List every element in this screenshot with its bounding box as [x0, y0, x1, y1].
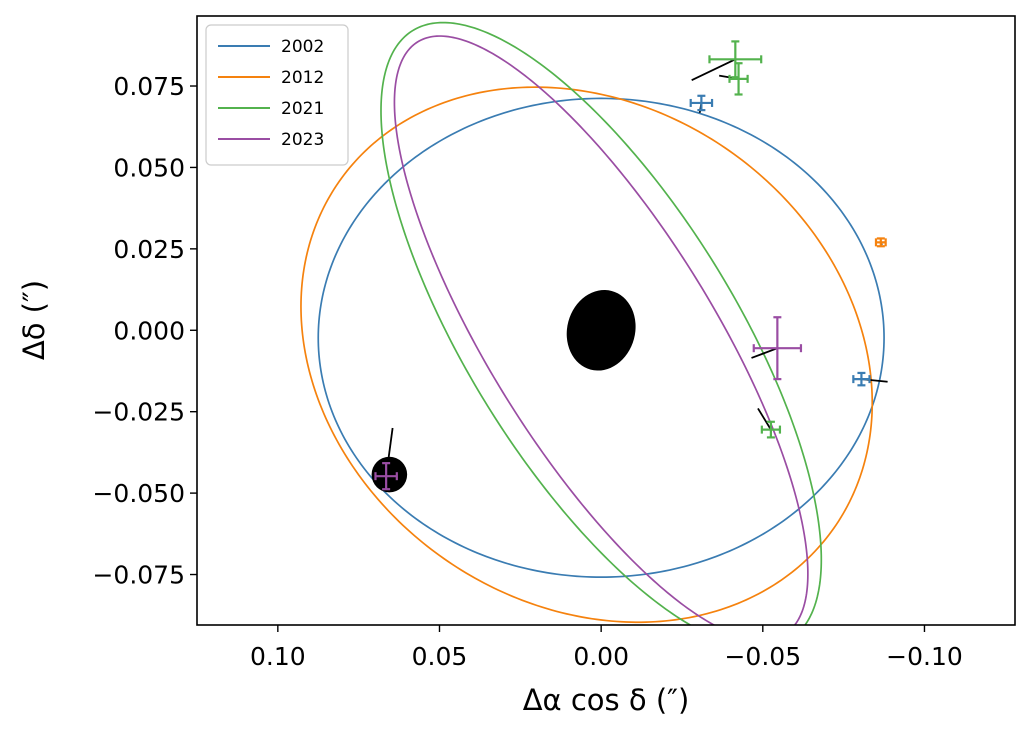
x-tick-label: −0.10 — [886, 642, 963, 671]
x-tick-label: −0.05 — [724, 642, 801, 671]
bodies — [371, 289, 636, 493]
legend-box — [205, 24, 349, 166]
x-tick-label: 0.00 — [573, 642, 629, 671]
data-point-2021 — [728, 62, 749, 96]
y-tick-label: −0.025 — [92, 398, 185, 427]
data-point-2012 — [874, 237, 887, 248]
x-tick-label: 0.10 — [250, 642, 306, 671]
y-axis-ticks: −0.075 −0.050 −0.025 0.000 0.025 0.050 0.075 — [92, 72, 197, 590]
secondary-body — [371, 456, 408, 493]
x-tick-label: 0.05 — [412, 642, 468, 671]
primary-body — [566, 289, 636, 371]
data-point-2002 — [852, 371, 871, 387]
data-point-2002 — [689, 94, 714, 112]
orbit-2021 — [380, 21, 823, 625]
x-axis-ticks: 0.10 0.05 0.00 −0.05 −0.10 — [250, 625, 963, 671]
legend-label-2023: 2023 — [281, 130, 324, 150]
axes-frame — [196, 15, 1016, 626]
orbit-2002 — [317, 97, 885, 578]
y-tick-label: −0.050 — [92, 479, 185, 508]
y-tick-label: 0.050 — [113, 153, 185, 182]
data-points — [374, 40, 888, 491]
plot-area — [300, 21, 888, 625]
y-tick-label: 0.025 — [113, 235, 185, 264]
y-tick-label: 0.075 — [113, 72, 185, 101]
orbit-curves — [300, 21, 885, 625]
residual-line-2023 — [751, 347, 778, 359]
y-axis-label: Δδ (″) — [17, 280, 51, 360]
residual-line-2021 — [757, 407, 772, 431]
x-axis-label: Δα cos δ (″) — [523, 683, 690, 717]
legend-label-2021: 2021 — [281, 99, 324, 119]
y-tick-label: 0.000 — [113, 316, 185, 345]
legend-label-2012: 2012 — [281, 68, 324, 88]
legend: 2002 2012 2021 2023 — [205, 24, 349, 166]
orbit-2023 — [393, 35, 809, 625]
y-tick-label: −0.075 — [92, 561, 185, 590]
data-point-2021 — [760, 420, 782, 439]
data-point-2023 — [374, 462, 398, 491]
residual-line-2021 — [691, 58, 736, 81]
legend-label-2002: 2002 — [281, 37, 324, 57]
data-point-2023 — [752, 316, 803, 381]
orbit-2012 — [300, 86, 874, 624]
